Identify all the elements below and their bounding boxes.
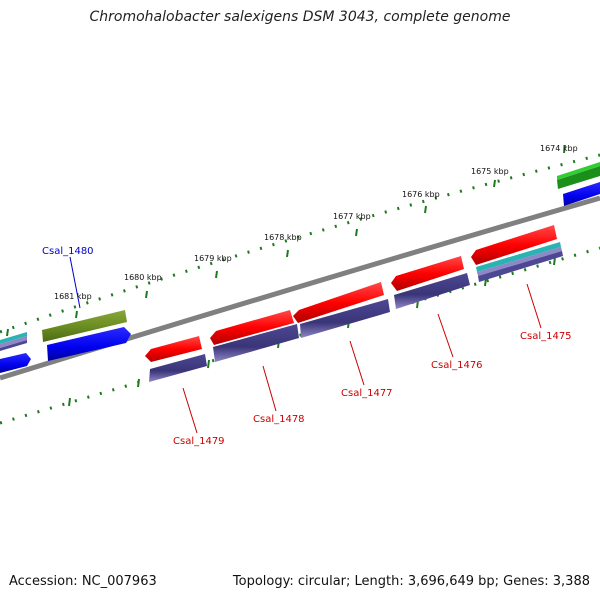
gene-label-csal-1476[interactable]: Csal_1476 bbox=[431, 360, 483, 371]
gene-csal-1476[interactable] bbox=[391, 256, 470, 309]
major-tick-1682 bbox=[6, 328, 9, 337]
accession-text: Accession: NC_007963 bbox=[9, 574, 157, 589]
feature-group-top-right[interactable] bbox=[557, 162, 600, 206]
inner-major-tick bbox=[207, 359, 210, 369]
green-feature-1 bbox=[557, 166, 600, 189]
olive-gene-bar bbox=[42, 310, 127, 342]
feature-group-left[interactable] bbox=[0, 332, 31, 373]
blue-feature-left bbox=[0, 353, 31, 373]
purple-feature-left bbox=[0, 340, 27, 351]
red-gene-arrow bbox=[471, 225, 557, 265]
inner-major-tick bbox=[68, 397, 71, 407]
major-tick-1676 bbox=[424, 205, 427, 214]
inner-major-tick bbox=[137, 378, 140, 388]
red-gene-arrow bbox=[293, 282, 384, 323]
green-feature-2 bbox=[557, 162, 600, 180]
major-tick-1680 bbox=[145, 290, 148, 299]
major-tick-1675 bbox=[493, 179, 496, 188]
gene-label-csal-1478[interactable]: Csal_1478 bbox=[253, 414, 305, 425]
leader-line-csal-1477 bbox=[349, 340, 365, 386]
gene-csal-1478[interactable] bbox=[210, 310, 299, 362]
gene-label-csal-1475[interactable]: Csal_1475 bbox=[520, 331, 572, 342]
red-gene-arrow bbox=[210, 310, 294, 345]
gene-csal-1479[interactable] bbox=[145, 336, 207, 382]
genome-summary-text: Topology: circular; Length: 3,696,649 bp… bbox=[232, 574, 590, 589]
scale-label-1678: 1678 kbp bbox=[264, 233, 302, 242]
major-tick-1674 bbox=[563, 144, 566, 154]
major-tick-1677 bbox=[355, 228, 358, 237]
outer-scale-track bbox=[0, 144, 600, 337]
purple-cds-bar bbox=[394, 273, 470, 309]
scale-label-1681: 1681 kbp bbox=[54, 292, 92, 301]
purple-cds-bar bbox=[300, 299, 390, 338]
lavender-feature bbox=[477, 247, 562, 276]
scale-label-1675: 1675 kbp bbox=[471, 167, 509, 176]
major-tick-1678 bbox=[286, 249, 289, 258]
major-tick-1681 bbox=[75, 310, 78, 319]
gene-label-csal-1477[interactable]: Csal_1477 bbox=[341, 388, 393, 399]
scale-label-1677: 1677 kbp bbox=[333, 212, 371, 221]
blue-feature-right bbox=[563, 182, 600, 206]
gene-label-csal-1479[interactable]: Csal_1479 bbox=[173, 436, 225, 447]
scale-label-1679: 1679 kbp bbox=[194, 254, 232, 263]
leader-line-csal-1475 bbox=[526, 283, 542, 329]
leader-line-csal-1480 bbox=[69, 256, 81, 309]
map-title: Chromohalobacter salexigens DSM 3043, co… bbox=[89, 9, 511, 25]
major-tick bbox=[6, 144, 566, 337]
blue-gene-arrow bbox=[47, 327, 131, 361]
red-gene-arrow bbox=[145, 336, 202, 362]
scale-label-1676: 1676 kbp bbox=[402, 190, 440, 199]
teal-feature-left bbox=[0, 332, 27, 344]
teal-feature bbox=[476, 242, 561, 272]
scale-label-1680: 1680 kbp bbox=[124, 273, 162, 282]
purple-cds-bar bbox=[149, 354, 207, 382]
major-tick-1679 bbox=[215, 270, 218, 279]
red-gene-arrow bbox=[391, 256, 464, 291]
leader-line-csal-1478 bbox=[262, 365, 277, 412]
gene-csal-1475[interactable] bbox=[471, 225, 563, 282]
leader-line-csal-1476 bbox=[437, 313, 454, 358]
leader-line-csal-1479 bbox=[182, 387, 198, 434]
purple-cds-bar bbox=[478, 251, 563, 282]
scale-label-1674: 1674 kbp bbox=[540, 144, 578, 153]
lavender-feature-left bbox=[0, 336, 27, 348]
purple-cds-bar bbox=[213, 324, 299, 362]
gene-csal-1477[interactable] bbox=[293, 282, 390, 338]
gene-csal-1480[interactable] bbox=[42, 310, 131, 361]
gene-label-csal-1480[interactable]: Csal_1480 bbox=[42, 246, 94, 257]
